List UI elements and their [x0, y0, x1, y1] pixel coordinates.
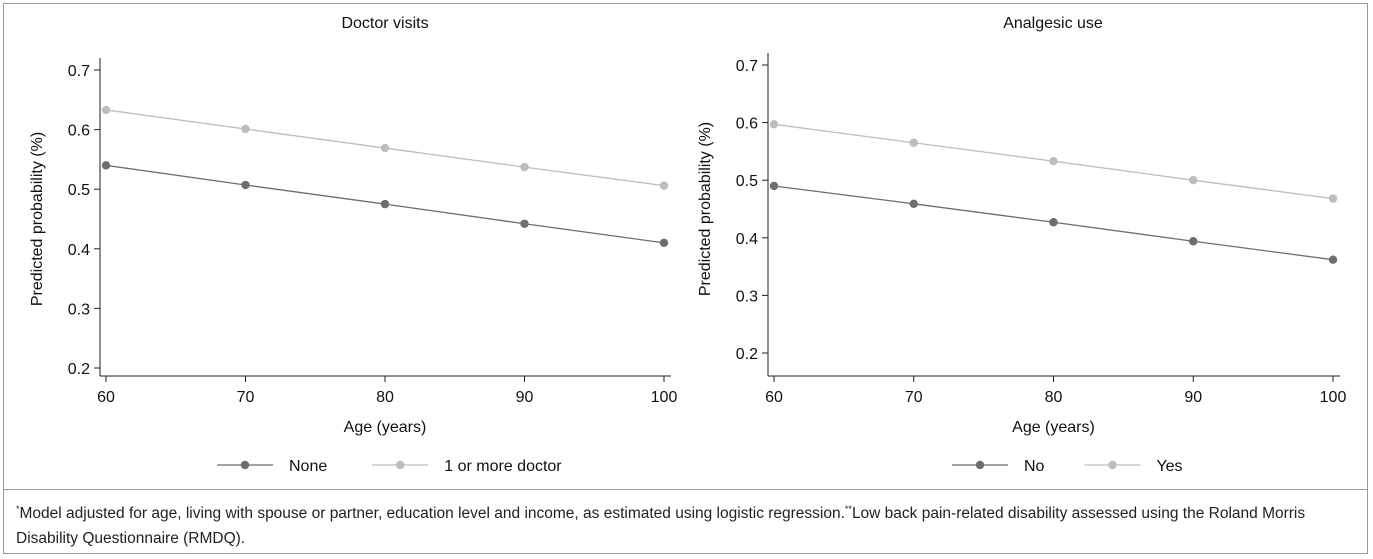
x-tick-label: 90 — [1184, 389, 1202, 406]
data-point — [659, 238, 669, 248]
x-tick-label: 70 — [905, 389, 923, 406]
y-tick-label: 0.2 — [736, 346, 758, 363]
data-point — [769, 120, 779, 129]
data-point — [101, 105, 111, 115]
data-point — [241, 180, 250, 190]
y-tick-label: 0.6 — [68, 123, 90, 140]
y-tick-label: 0.4 — [68, 242, 90, 259]
x-axis-label: Age (years) — [344, 419, 427, 436]
footnote-text-1: Model adjusted for age, living with spou… — [19, 505, 845, 522]
chart-analgesic-use: Analgesic use 0.2 0.3 0.4 0.5 0.6 0.7 60 70 80 90 1… — [697, 15, 1347, 475]
y-tick-label: 0.3 — [736, 288, 758, 305]
data-point — [101, 161, 111, 170]
figure-frame — [3, 3, 1368, 554]
x-axis-label: Age (years) — [1012, 419, 1095, 436]
y-tick-label: 0.5 — [68, 182, 90, 199]
figure-footnote: *Model adjusted for age, living with spo… — [16, 497, 1356, 551]
x-tick-label: 80 — [376, 389, 394, 406]
legend-label: 1 or more doctor — [444, 458, 562, 475]
x-tick-label: 90 — [516, 389, 534, 406]
x-tick-label: 60 — [765, 389, 783, 406]
footnote-mark-1: * — [16, 504, 20, 514]
data-point — [1189, 237, 1198, 246]
y-tick-label: 0.2 — [68, 361, 90, 378]
data-point — [241, 124, 250, 134]
data-point — [659, 181, 669, 190]
legend-marker — [396, 460, 405, 470]
data-point — [520, 219, 529, 228]
y-tick-label: 0.7 — [68, 63, 90, 80]
y-tick-label: 0.4 — [736, 231, 758, 248]
chart-doctor-visits: Doctor visits 0.2 0.3 0.4 0.5 0.6 0.7 60 70 80 90 1… — [29, 15, 678, 475]
data-point — [1328, 194, 1338, 203]
x-tick-label: 80 — [1045, 389, 1063, 406]
legend-marker — [240, 460, 250, 470]
x-tick-label: 100 — [651, 389, 678, 406]
data-point — [1328, 255, 1338, 264]
x-tick-label: 60 — [97, 389, 115, 406]
data-point — [909, 138, 918, 147]
legend-label: None — [289, 458, 327, 475]
data-point — [1049, 156, 1058, 166]
data-point — [909, 199, 918, 209]
y-tick-label: 0.5 — [736, 173, 758, 190]
x-tick-label: 70 — [237, 389, 255, 406]
chart-title: Doctor visits — [341, 15, 428, 32]
data-point — [520, 162, 529, 172]
y-tick-label: 0.6 — [736, 116, 758, 133]
footnote-divider — [3, 489, 1368, 490]
y-tick-label: 0.3 — [68, 301, 90, 318]
y-axis-label: Predicted probability (%) — [697, 122, 714, 296]
footnote-text-2: Low back pain-related disability assesse… — [16, 505, 1306, 547]
legend-marker — [975, 460, 985, 470]
y-tick-label: 0.7 — [736, 58, 758, 75]
data-point — [380, 143, 390, 153]
data-point — [1049, 218, 1058, 227]
data-point — [380, 199, 390, 209]
chart-title: Analgesic use — [1003, 15, 1103, 32]
legend-label: Yes — [1156, 458, 1182, 475]
legend-label: No — [1024, 458, 1045, 475]
footnote-mark-2: ** — [844, 504, 852, 514]
x-tick-label: 100 — [1320, 389, 1347, 406]
y-axis-label: Predicted probability (%) — [29, 132, 46, 306]
data-point — [1189, 176, 1198, 185]
legend-marker — [1108, 460, 1117, 470]
data-point — [769, 181, 779, 191]
